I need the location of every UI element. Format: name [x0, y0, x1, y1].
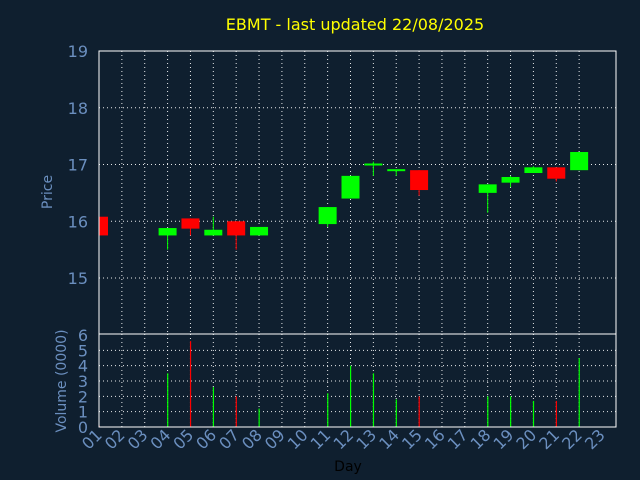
candle-body: [158, 228, 177, 236]
volume-tick-label: 4: [78, 357, 88, 376]
price-tick-label: 19: [68, 42, 88, 61]
volume-frame: [98, 333, 617, 428]
volume-bar: [555, 400, 557, 427]
price-candles: [98, 152, 589, 250]
candle-body: [364, 163, 383, 166]
volume-tick-label: 3: [78, 372, 88, 391]
candle-body: [387, 169, 406, 172]
volume-bar: [487, 396, 489, 427]
volume-tick-label: 2: [78, 387, 88, 406]
candle-body: [204, 229, 223, 236]
candle-body: [227, 221, 246, 236]
volume-bar: [167, 373, 169, 427]
candle-body: [99, 216, 108, 236]
volume-tick-label: 5: [78, 341, 88, 360]
candle-body: [570, 152, 589, 171]
price-y-label: Price: [40, 175, 56, 209]
volume-bar: [532, 400, 535, 427]
price-tick-label: 17: [68, 156, 88, 175]
volume-y-label: Volume (0000): [54, 329, 70, 432]
volume-tick-label: 1: [78, 403, 88, 422]
candle-body: [524, 167, 543, 174]
price-tick-label: 18: [68, 99, 88, 118]
volume-bar: [578, 358, 580, 427]
volume-bar: [418, 396, 420, 427]
price-tick-label: 16: [68, 212, 88, 231]
volume-bar: [212, 387, 215, 427]
price-y-ticks: 15 16 17 18 19: [68, 42, 88, 288]
chart-title: EBMT - last updated 22/08/2025: [226, 15, 484, 34]
candle-body: [318, 207, 337, 225]
candle-body: [341, 175, 360, 199]
volume-bar: [350, 365, 352, 427]
volume-bar: [235, 396, 237, 427]
volume-bars: [98, 341, 580, 427]
price-panel: 15 16 17 18 19 Price: [40, 42, 617, 335]
volume-bar: [258, 408, 260, 427]
volume-bar: [372, 373, 375, 427]
x-axis-label: Day: [334, 459, 362, 475]
candle-body: [410, 170, 429, 191]
volume-tick-label: 0: [78, 418, 88, 437]
candle-body: [478, 184, 497, 193]
candle-body: [181, 218, 200, 229]
volume-tick-label: 6: [78, 326, 88, 345]
candle-body: [501, 176, 520, 183]
candle-body: [250, 226, 269, 236]
volume-bar: [510, 396, 512, 427]
volume-bar: [327, 393, 329, 427]
x-ticks: 0102030405060708091011121314151617181920…: [78, 425, 609, 453]
candle-body: [547, 167, 566, 179]
price-tick-label: 15: [68, 269, 88, 288]
volume-bar: [189, 341, 192, 427]
volume-bar: [395, 399, 397, 427]
